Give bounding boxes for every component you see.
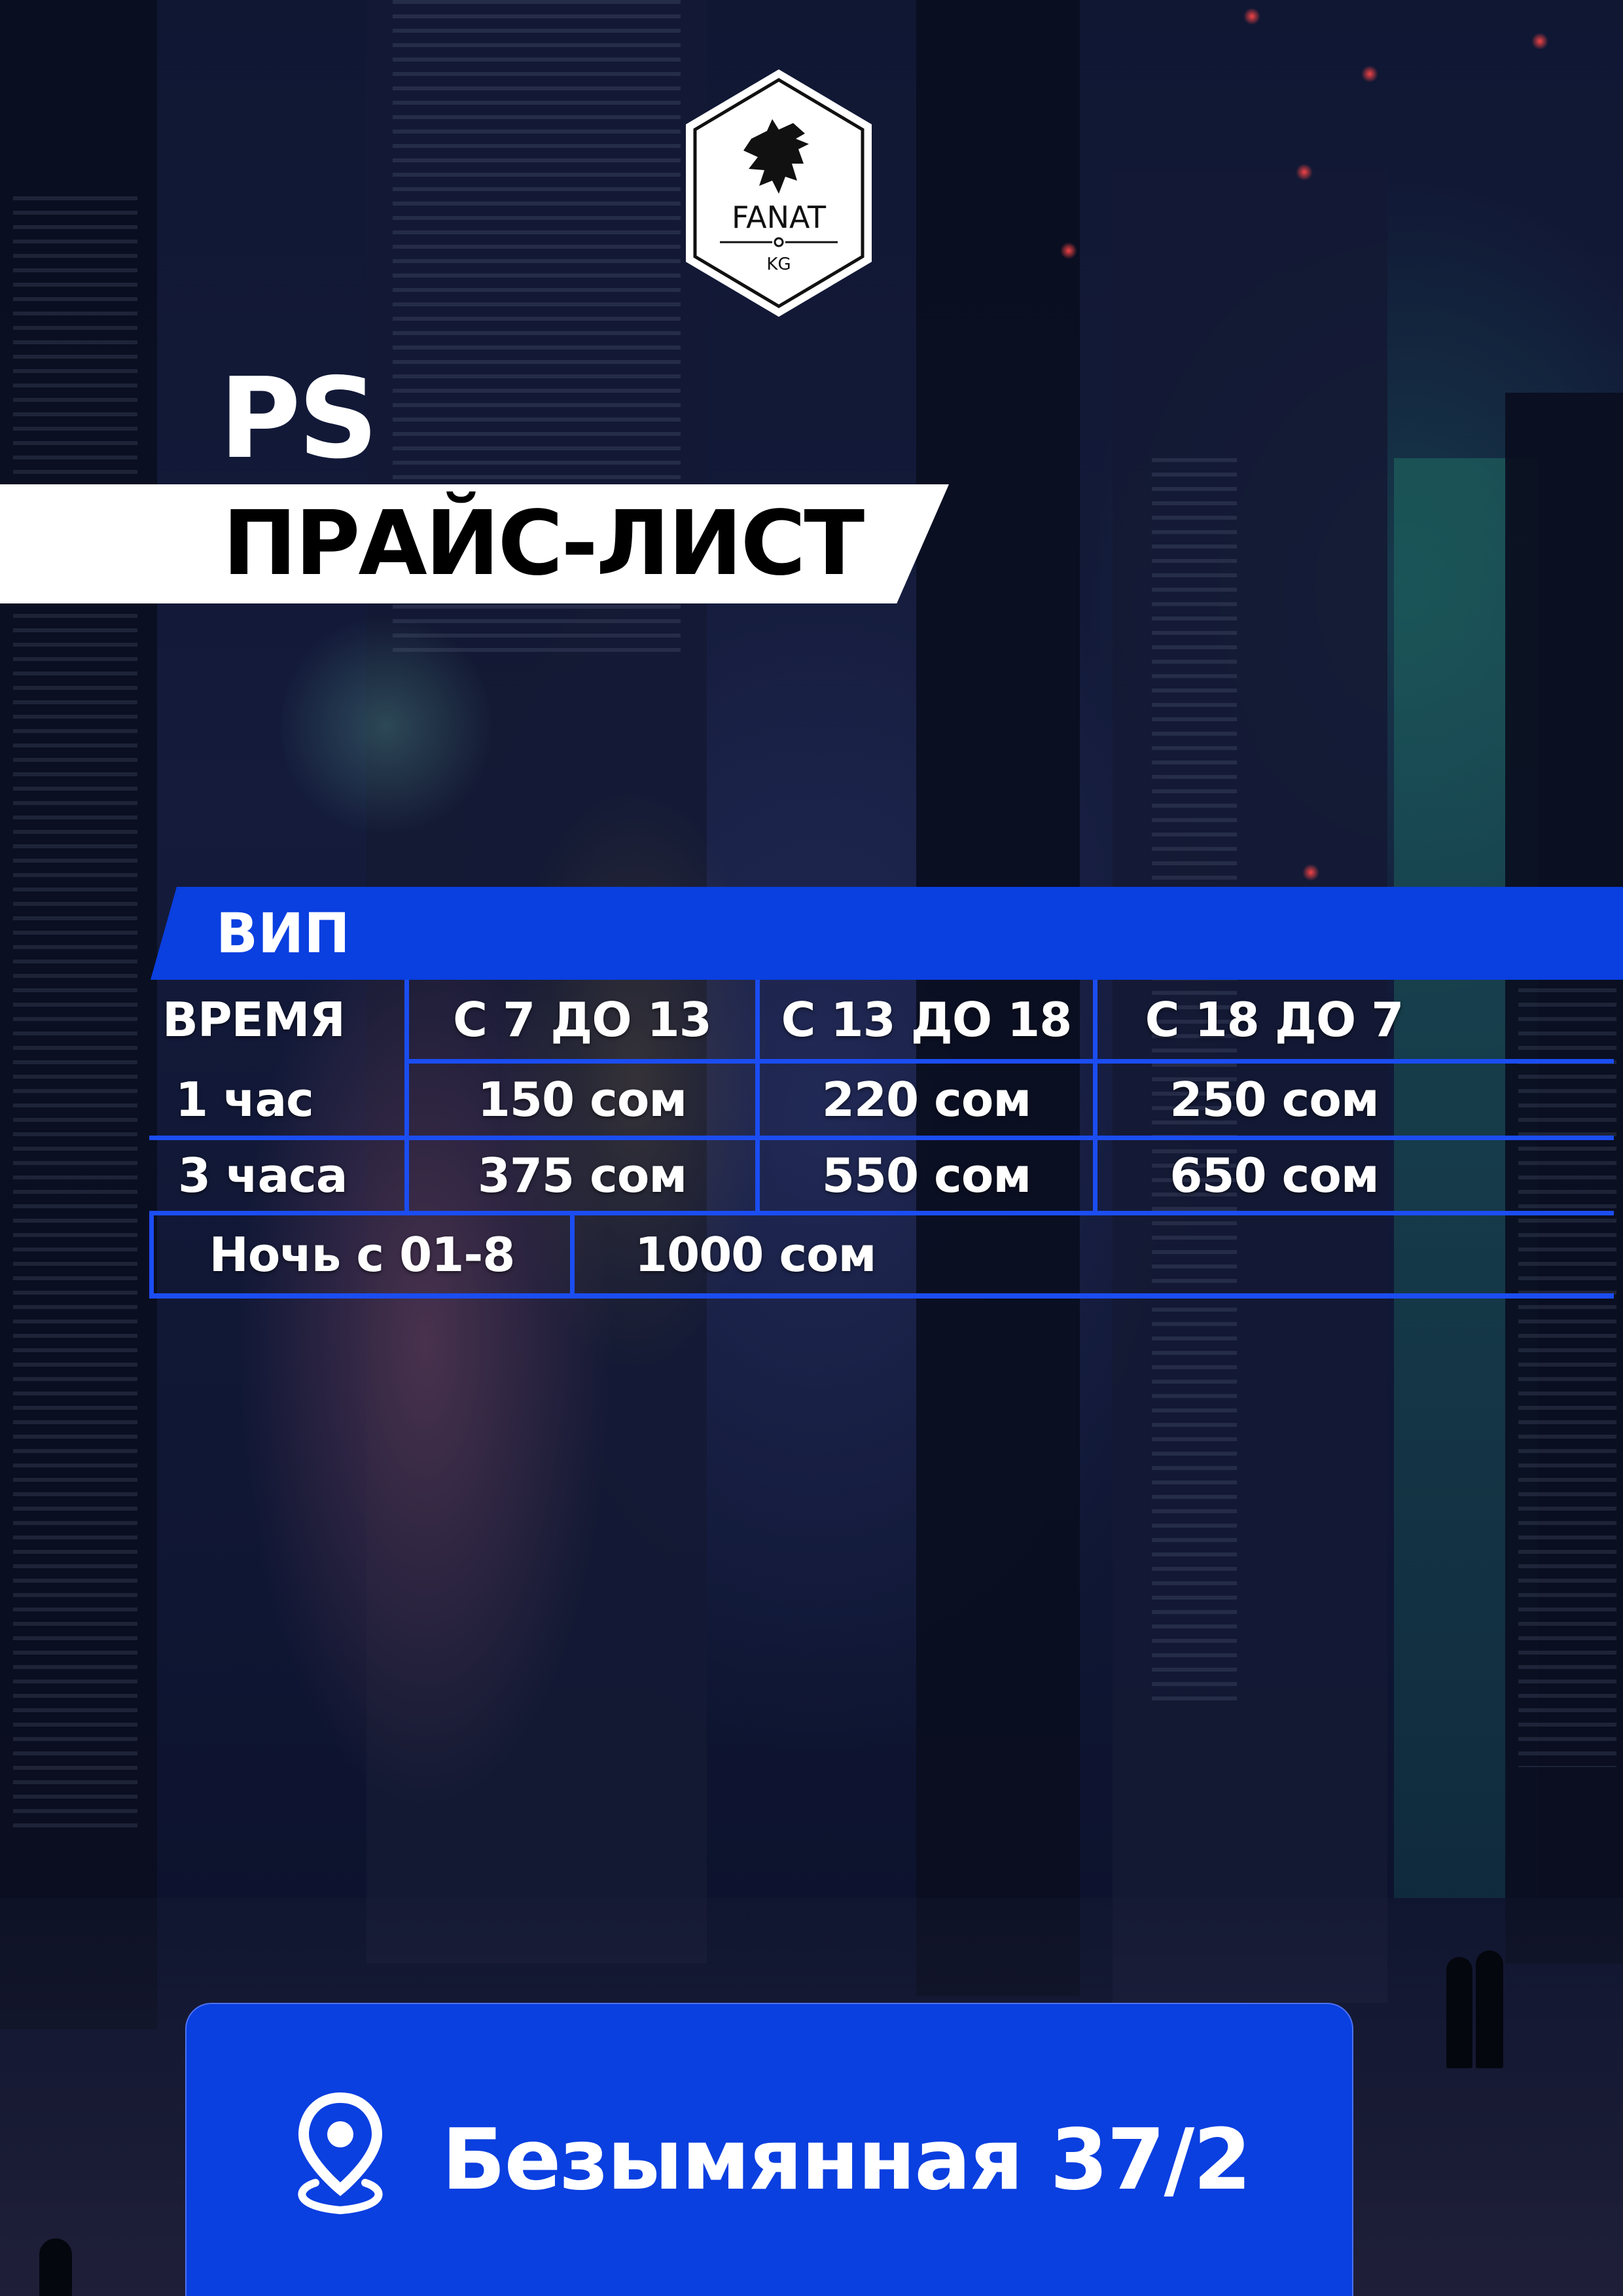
location-pin-icon bbox=[298, 2092, 383, 2215]
price-1h-morning: 150 сом bbox=[477, 1072, 687, 1127]
fanat-kg-logo: FANAT KG bbox=[686, 69, 872, 317]
category-title: PS bbox=[219, 354, 378, 484]
logo-brand: FANAT bbox=[732, 200, 827, 235]
title-banner bbox=[0, 484, 949, 603]
price-3h-morning: 375 сом bbox=[477, 1148, 687, 1203]
vip-section-label: ВИП bbox=[216, 901, 350, 965]
address-card bbox=[185, 2003, 1353, 2296]
column-header-morning: С 7 ДО 13 bbox=[453, 992, 712, 1047]
price-3h-evening: 650 сом bbox=[1169, 1148, 1379, 1203]
column-header-day: С 13 ДО 18 bbox=[781, 992, 1073, 1047]
price-1h-day: 220 сом bbox=[821, 1072, 1031, 1127]
price-table: ВРЕМЯ С 7 ДО 13 С 13 ДО 18 С 18 ДО 7 1 ч… bbox=[149, 980, 1614, 1302]
vip-section-bar bbox=[151, 887, 1623, 980]
logo-suffix: KG bbox=[766, 255, 791, 274]
price-3h-day: 550 сом bbox=[821, 1148, 1031, 1203]
night-label: Ночь с 01-8 bbox=[209, 1227, 516, 1282]
address-text: Безымянная 37/2 bbox=[442, 2111, 1251, 2209]
griffin-icon bbox=[743, 119, 809, 194]
column-header-evening: С 18 ДО 7 bbox=[1145, 992, 1404, 1047]
row-label-3-hours: 3 часа bbox=[178, 1148, 348, 1203]
night-price: 1000 сом bbox=[635, 1227, 876, 1282]
row-label-1-hour: 1 час bbox=[175, 1072, 314, 1127]
page-title: ПРАЙС-ЛИСТ bbox=[223, 492, 865, 596]
column-header-time: ВРЕМЯ bbox=[162, 992, 346, 1047]
price-1h-evening: 250 сом bbox=[1169, 1072, 1379, 1127]
